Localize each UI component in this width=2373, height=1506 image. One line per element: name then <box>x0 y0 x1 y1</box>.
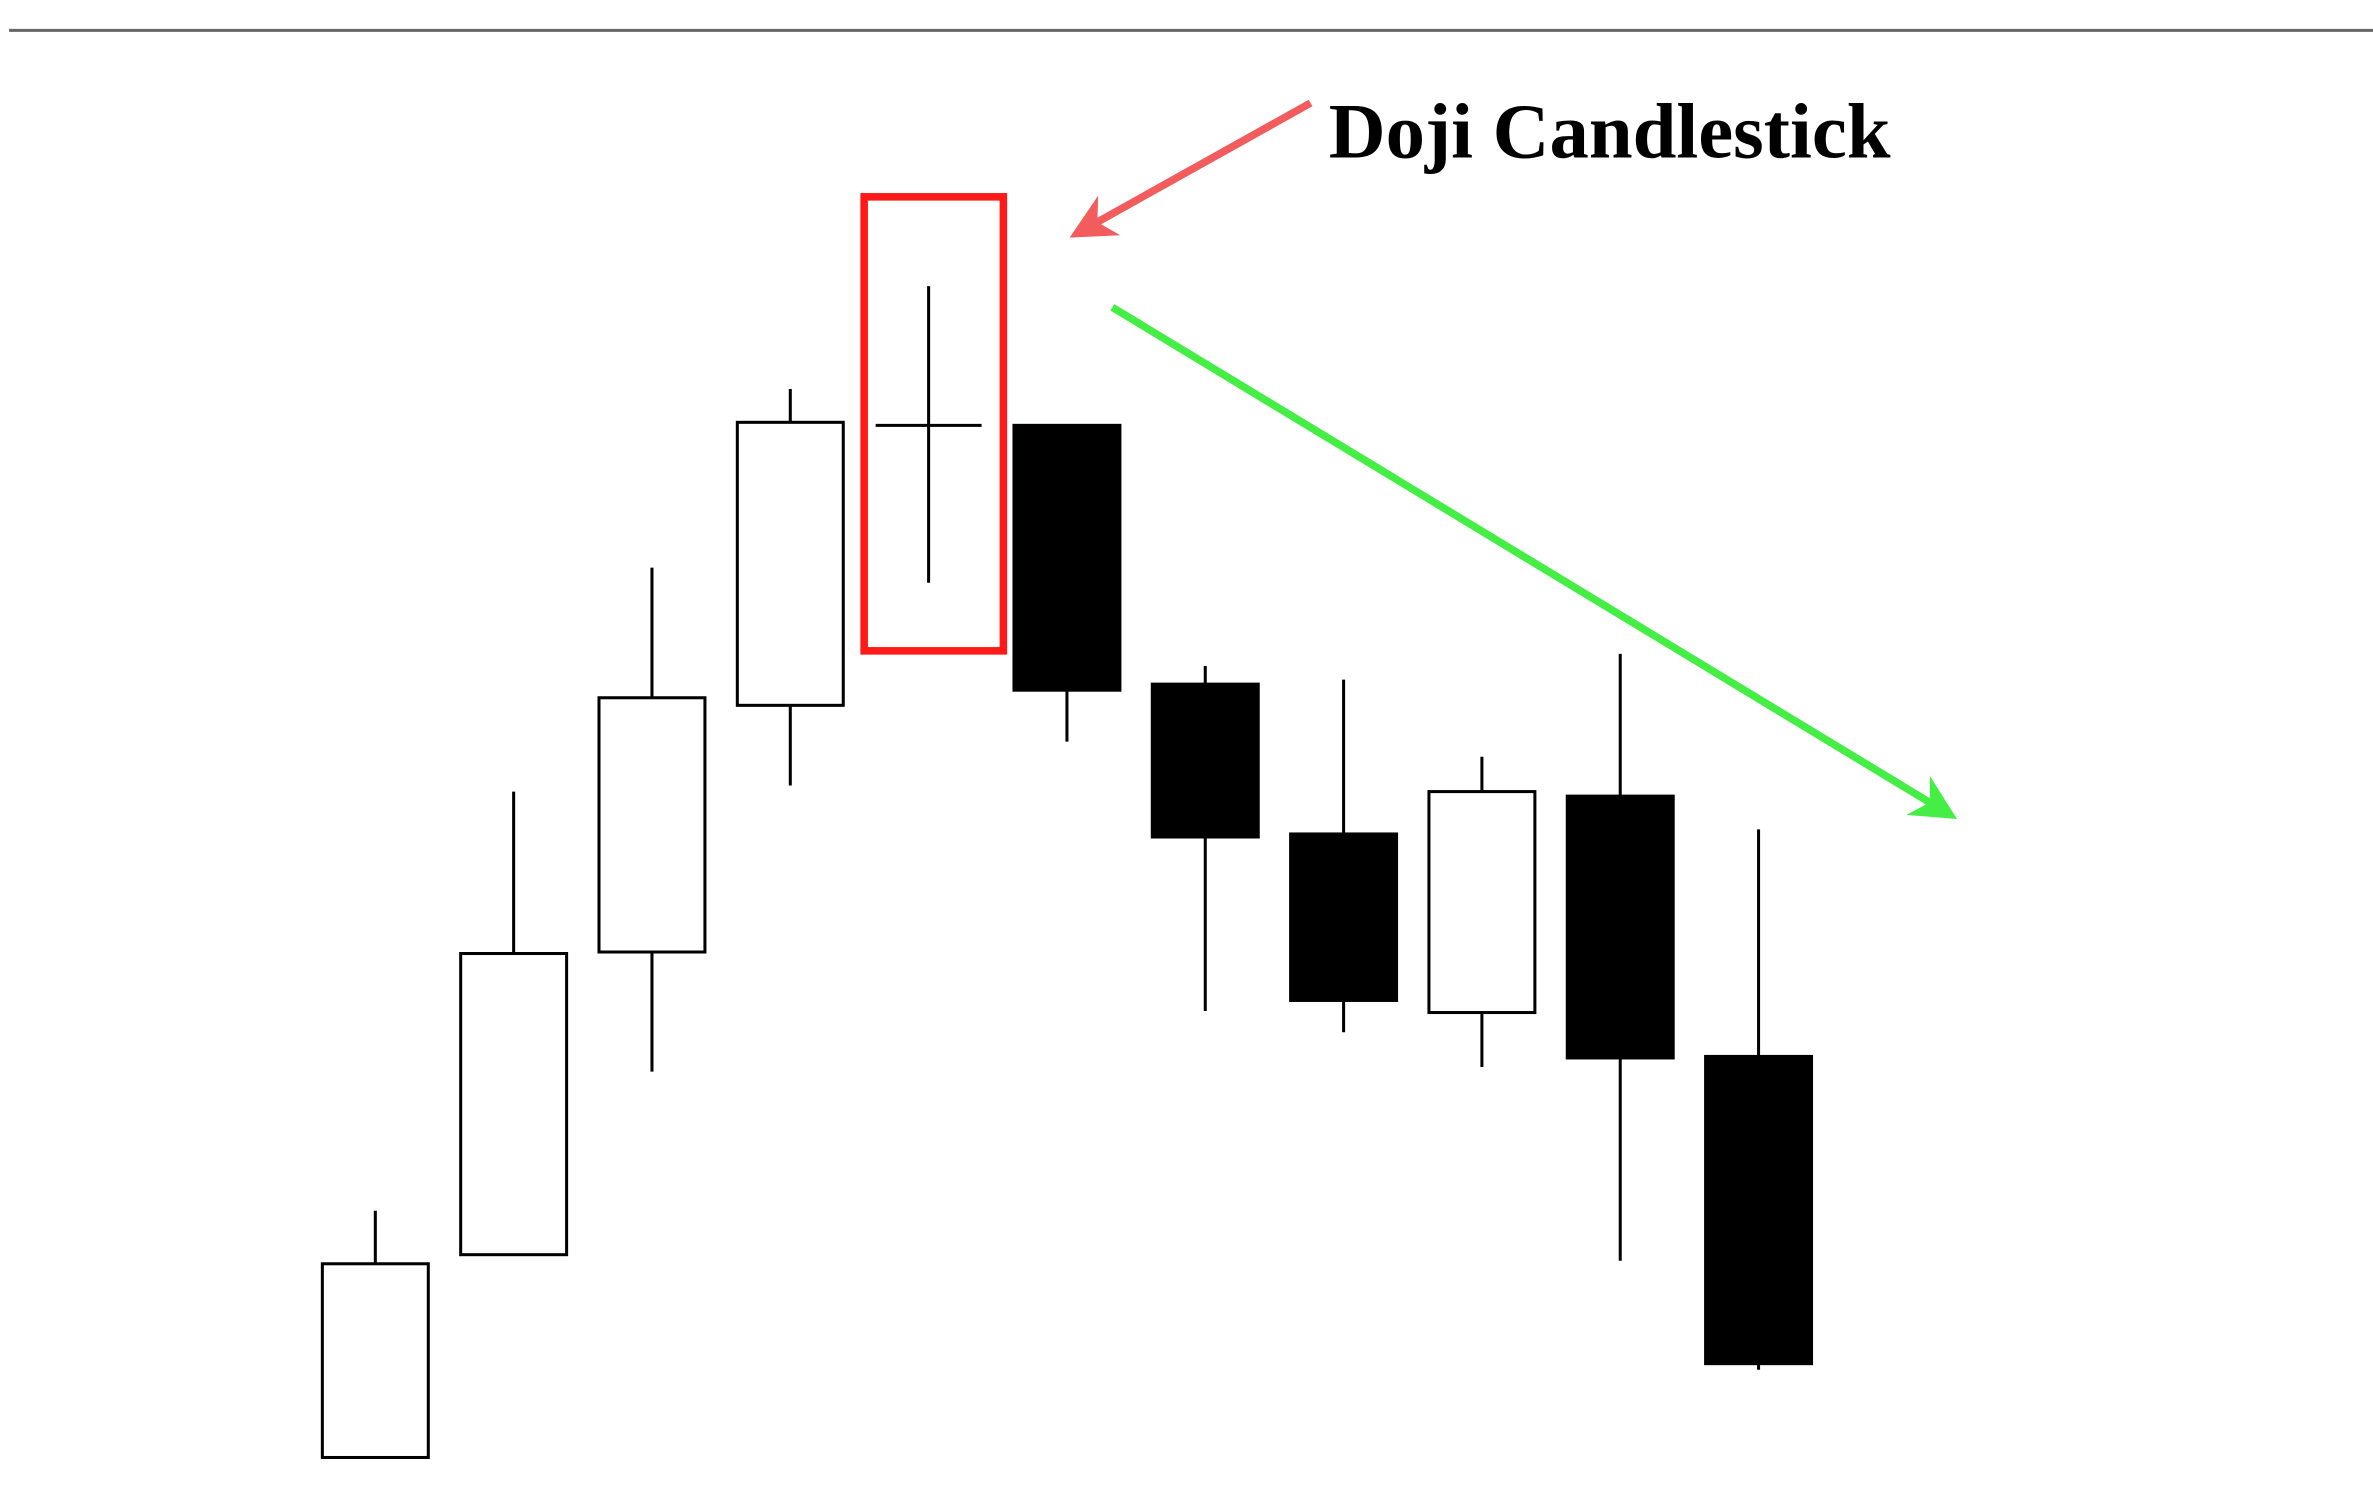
doji-highlight <box>860 193 1008 655</box>
candle-body <box>1150 682 1260 839</box>
annotation-arrow <box>1069 99 1313 238</box>
candle-body <box>1565 794 1675 1060</box>
candle-body <box>597 696 707 954</box>
candle-body <box>459 952 569 1257</box>
candle-body <box>1427 790 1537 1015</box>
candle-body <box>735 420 845 707</box>
annotation: Doji Candlestick <box>1329 88 1891 175</box>
candles <box>320 286 1814 1459</box>
trend-arrow <box>1110 304 1958 819</box>
candle-body <box>1012 423 1122 692</box>
candle-body <box>1289 832 1399 1002</box>
candle-body <box>1704 1054 1814 1366</box>
candle-body <box>320 1262 430 1459</box>
